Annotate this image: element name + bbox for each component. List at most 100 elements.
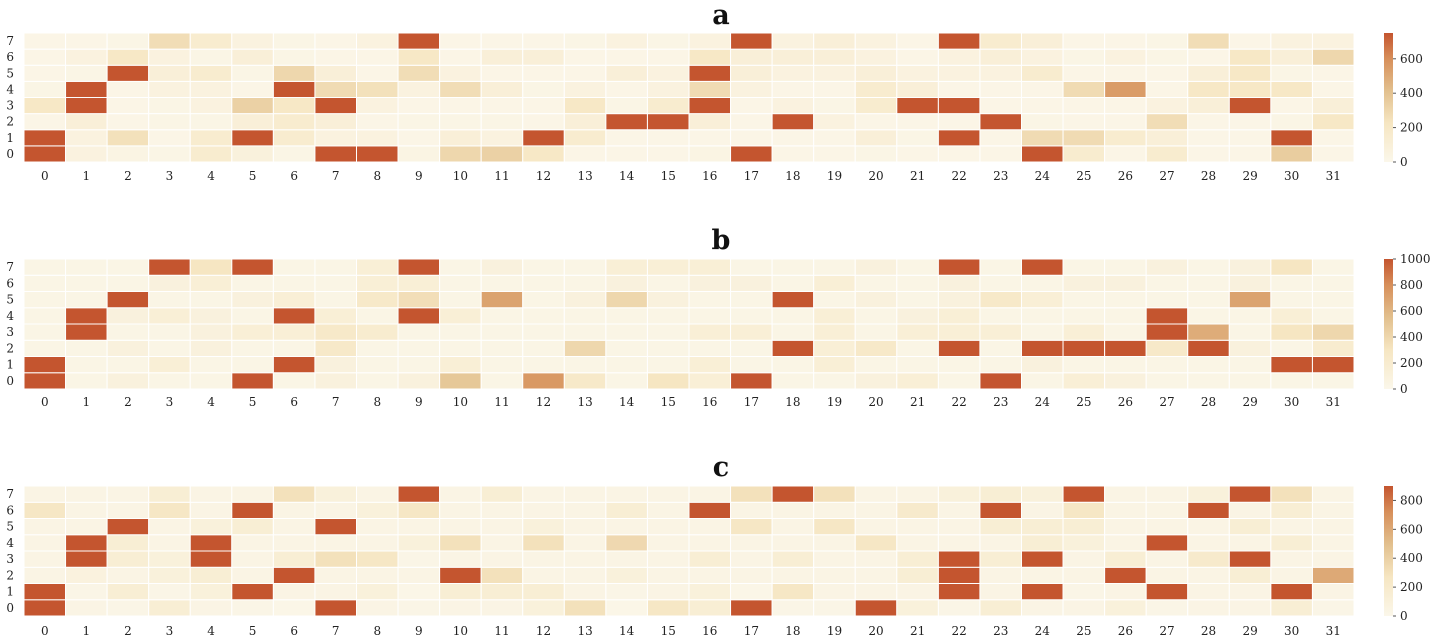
heatmap-cell [688, 339, 732, 357]
heatmap-cell [148, 145, 191, 163]
heatmap-cell [979, 356, 1023, 374]
heatmap-cell [771, 583, 815, 601]
heatmap-cell [480, 501, 524, 519]
heatmap-cell [189, 566, 233, 584]
heatmap-cell [771, 372, 815, 390]
heatmap-cell [1311, 518, 1355, 536]
heatmap-cell [730, 48, 773, 66]
heatmap-cell [1270, 323, 1313, 341]
heatmap-cell [896, 550, 939, 568]
colorbar-b: 0 200 400 600 800 1000 [1384, 252, 1431, 396]
x-tick-label: 16 [702, 624, 717, 638]
x-tick-label: 23 [993, 624, 1008, 638]
heatmap-cell [106, 501, 150, 519]
heatmap-cell [439, 32, 482, 50]
heatmap-cell [1145, 372, 1189, 390]
heatmap-cell [1062, 113, 1106, 131]
heatmap-cell [23, 80, 67, 99]
heatmap-cell [23, 583, 67, 601]
heatmap-cell [979, 64, 1023, 82]
heatmap-cell [1145, 48, 1189, 66]
heatmap-cell [480, 145, 524, 163]
heatmap-cell [65, 534, 108, 552]
heatmap-cell [480, 485, 524, 503]
heatmap-cell [106, 372, 150, 390]
heatmap-cell [771, 129, 815, 147]
heatmap-cell [397, 501, 441, 519]
x-tick-label: 27 [1159, 169, 1174, 183]
heatmap-cell [1145, 129, 1189, 147]
heatmap-cells-b [23, 258, 1355, 390]
x-tick-label: 15 [661, 169, 676, 183]
heatmap-cell [1104, 274, 1147, 292]
heatmap-cell [23, 291, 67, 309]
heatmap-cell [1145, 80, 1189, 99]
heatmap-cell [480, 534, 524, 552]
heatmap-cell [646, 129, 690, 147]
heatmap-cell [896, 356, 939, 374]
heatmap-cell [1228, 258, 1272, 276]
heatmap-cell [314, 145, 358, 163]
heatmap-cell [1145, 599, 1189, 617]
heatmap-cell [1311, 566, 1355, 584]
x-tick-label: 23 [993, 395, 1008, 409]
heatmap-cell [231, 599, 274, 617]
heatmap-cell [1062, 485, 1106, 503]
heatmap-cell [605, 566, 648, 584]
heatmap-cell [314, 323, 358, 341]
heatmap-cell [1270, 534, 1313, 552]
y-tick-label: 1 [6, 358, 14, 372]
heatmap-cell [522, 583, 565, 601]
heatmap-cell [23, 113, 67, 131]
heatmap-cell [356, 307, 399, 325]
heatmap-cell [896, 113, 939, 131]
heatmap-cell [1228, 291, 1272, 309]
heatmap-cell [813, 518, 856, 536]
heatmap-cell [979, 80, 1023, 99]
heatmap-cell [1145, 258, 1189, 276]
heatmap-cell [1228, 339, 1272, 357]
heatmap-cell [1228, 501, 1272, 519]
x-tick-label: 13 [577, 169, 592, 183]
heatmap-cell [646, 323, 690, 341]
heatmap-cell [65, 550, 108, 568]
heatmap-cell [688, 48, 732, 66]
heatmap-cell [1228, 372, 1272, 390]
heatmap-cell [1187, 64, 1230, 82]
heatmap-cell [1311, 356, 1355, 374]
heatmap-cell [106, 534, 150, 552]
heatmap-cell [1021, 599, 1064, 617]
heatmap-cell [272, 323, 316, 341]
heatmap-cell [480, 129, 524, 147]
panel-title-a: a [712, 0, 730, 31]
x-tick-label: 14 [619, 395, 635, 409]
heatmap-cell [771, 48, 815, 66]
x-tick-label: 24 [1035, 624, 1051, 638]
heatmap-cell [646, 274, 690, 292]
heatmap-cell [148, 32, 191, 50]
x-tick-label: 19 [827, 169, 842, 183]
heatmap-cell [563, 356, 607, 374]
heatmap-cell [688, 145, 732, 163]
heatmap-cell [646, 80, 690, 99]
heatmap-cell [896, 583, 939, 601]
heatmap-cell [1270, 307, 1313, 325]
heatmap-cell [1187, 48, 1230, 66]
heatmap-cell [356, 274, 399, 292]
heatmap-cell [605, 32, 648, 50]
heatmap-cell [1104, 339, 1147, 357]
heatmap-cell [771, 566, 815, 584]
colorbar-tick-label: 200 [1400, 580, 1423, 594]
heatmap-cell [937, 48, 981, 66]
heatmap-cell [65, 372, 108, 390]
x-tick-label: 10 [453, 169, 468, 183]
x-tick-label: 20 [868, 169, 883, 183]
heatmap-cell [688, 323, 732, 341]
y-tick-label: 5 [6, 66, 14, 80]
heatmap-cell [937, 258, 981, 276]
heatmap-cell [522, 501, 565, 519]
heatmap-cell [356, 501, 399, 519]
x-tick-label: 26 [1118, 169, 1133, 183]
heatmap-cell [1270, 291, 1313, 309]
heatmap-cell [1228, 64, 1272, 82]
